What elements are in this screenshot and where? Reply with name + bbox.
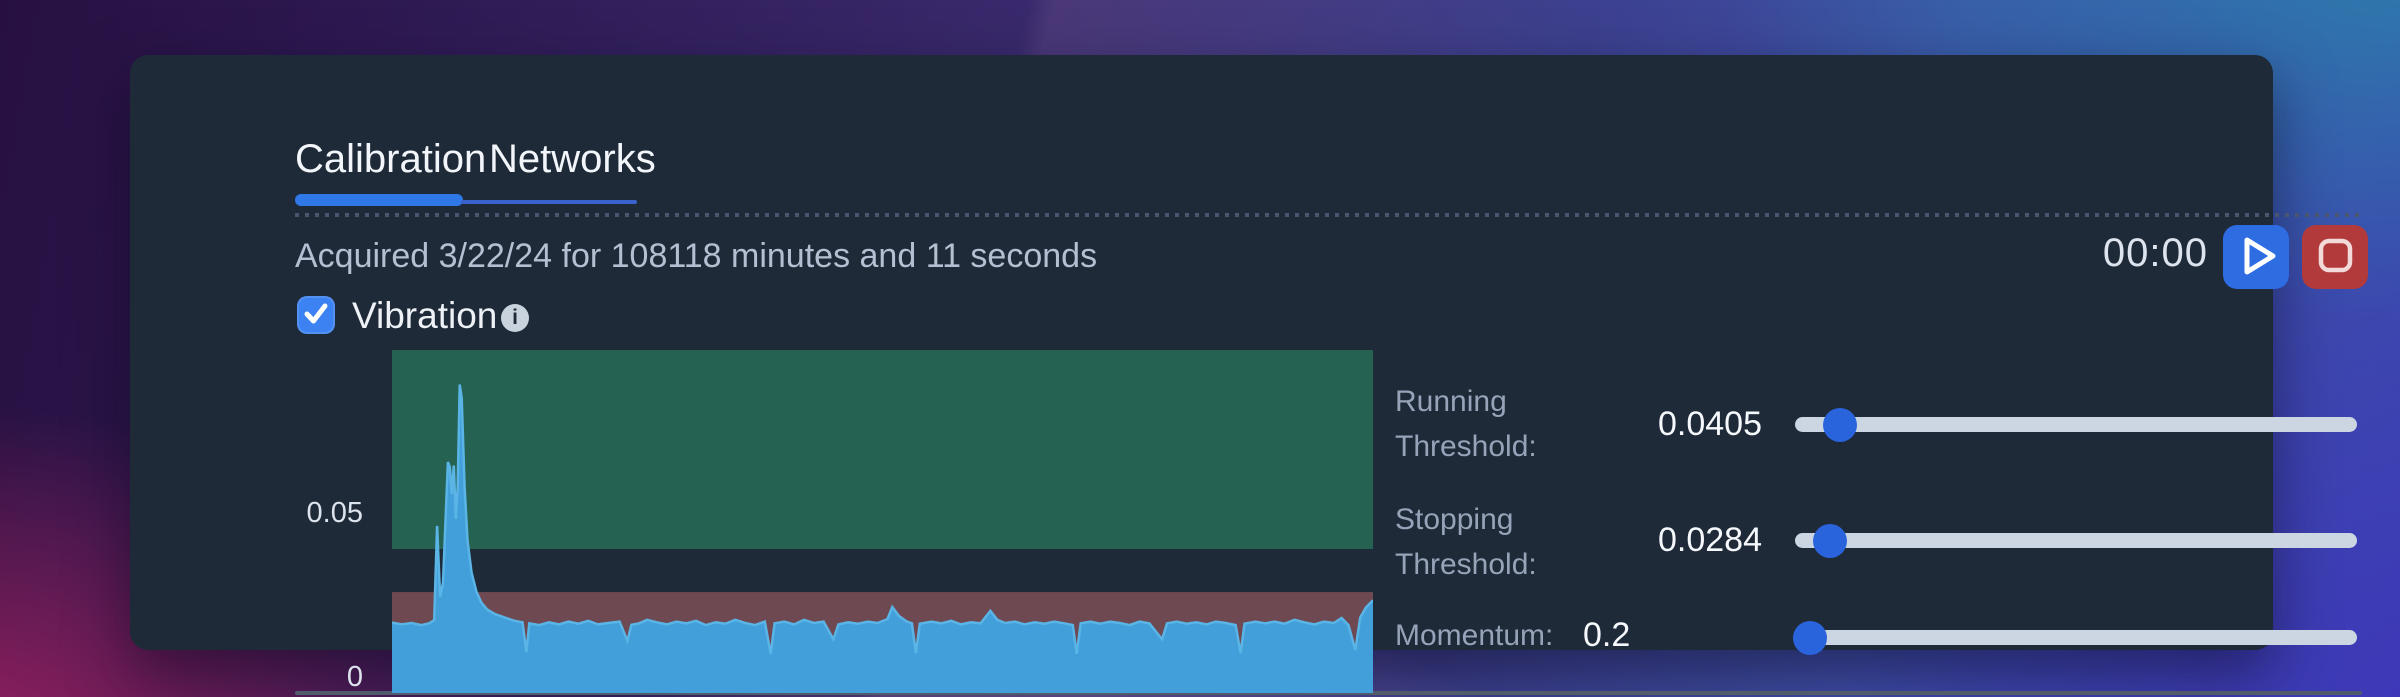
tab-bar-underline xyxy=(461,200,637,204)
vibration-label: Vibration xyxy=(352,295,498,336)
dotted-divider xyxy=(295,213,2362,217)
running-threshold-label: Running Threshold: xyxy=(1395,385,1537,463)
momentum-slider[interactable] xyxy=(1793,620,2357,655)
calibration-panel: Calibration Networks Acquired 3/22/24 fo… xyxy=(130,55,2368,695)
play-icon xyxy=(2223,224,2289,291)
active-tab-indicator xyxy=(295,194,463,206)
stopping-threshold-slider[interactable] xyxy=(1795,523,2357,558)
running-threshold-slider-thumb[interactable] xyxy=(1822,407,1857,442)
stop-button[interactable] xyxy=(2302,225,2368,289)
play-button[interactable] xyxy=(2223,225,2289,289)
stop-icon xyxy=(2302,224,2368,291)
running-threshold-value: 0.0405 xyxy=(1658,405,1762,443)
momentum-value: 0.2 xyxy=(1583,616,1631,654)
y-axis-tick-0: 0 xyxy=(346,661,363,693)
vibration-chart-svg xyxy=(392,350,1373,693)
stopping-threshold-slider-thumb[interactable] xyxy=(1812,523,1847,558)
tab-calibration[interactable]: Calibration xyxy=(295,137,487,181)
momentum-label: Momentum: xyxy=(1395,619,1554,652)
timer-display: 00:00 xyxy=(2102,231,2208,275)
y-axis-tick-005: 0.05 xyxy=(306,497,363,529)
checkmark-icon xyxy=(297,294,335,337)
acquired-status-text: Acquired 3/22/24 for 108118 minutes and … xyxy=(295,237,1098,275)
running-threshold-slider[interactable] xyxy=(1795,407,2357,442)
chart-baseline-divider xyxy=(295,691,2362,695)
info-icon[interactable]: i xyxy=(501,304,529,332)
tab-networks[interactable]: Networks xyxy=(489,137,656,181)
vibration-checkbox[interactable] xyxy=(297,296,335,334)
stopping-threshold-value: 0.0284 xyxy=(1658,521,1762,559)
momentum-slider-thumb[interactable] xyxy=(1793,620,1828,655)
stopping-threshold-label: Stopping Threshold: xyxy=(1395,503,1537,581)
